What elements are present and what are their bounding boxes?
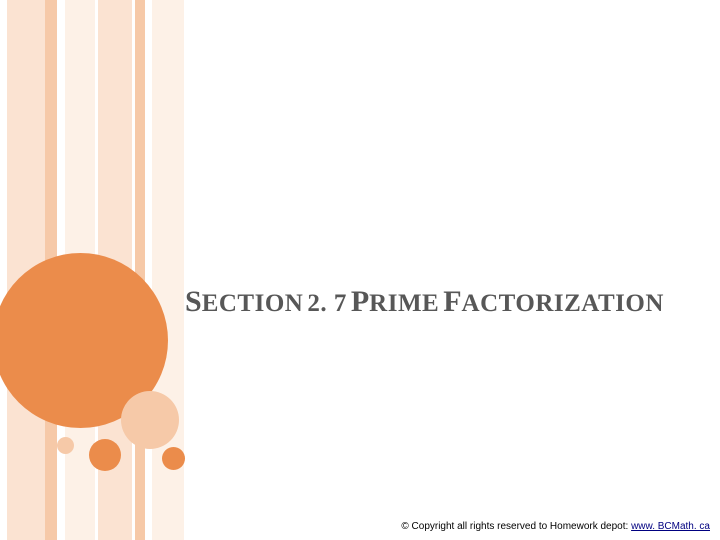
stripe-4 <box>135 0 145 540</box>
decor-circle-0 <box>0 253 168 428</box>
stripe-3 <box>98 0 132 540</box>
footer-copyright: © Copyright all rights reserved to Homew… <box>401 521 710 532</box>
left-stripe-band <box>0 0 195 540</box>
decor-circle-4 <box>57 437 74 454</box>
slide-title: SECTION 2. 7PRIME FACTORIZATION <box>185 285 715 319</box>
stripe-0 <box>7 0 45 540</box>
title-fact-rest: ACTORIZATION <box>462 290 664 317</box>
stripe-5 <box>152 0 184 540</box>
title-prime-cap: P <box>351 285 369 318</box>
decor-circle-2 <box>89 439 121 471</box>
footer-text: © Copyright all rights reserved to Homew… <box>401 521 631 532</box>
stripe-2 <box>65 0 95 540</box>
footer-link[interactable]: www. BCMath. ca <box>631 521 710 532</box>
title-section-rest: ECTION <box>202 290 304 317</box>
decor-circle-1 <box>121 391 179 449</box>
title-prime-rest: RIME <box>369 290 439 317</box>
title-section-cap: S <box>185 285 202 318</box>
decor-circle-3 <box>162 447 185 470</box>
title-number: 2. 7 <box>307 290 347 317</box>
title-fact-cap: F <box>443 285 461 318</box>
stripe-1 <box>45 0 57 540</box>
